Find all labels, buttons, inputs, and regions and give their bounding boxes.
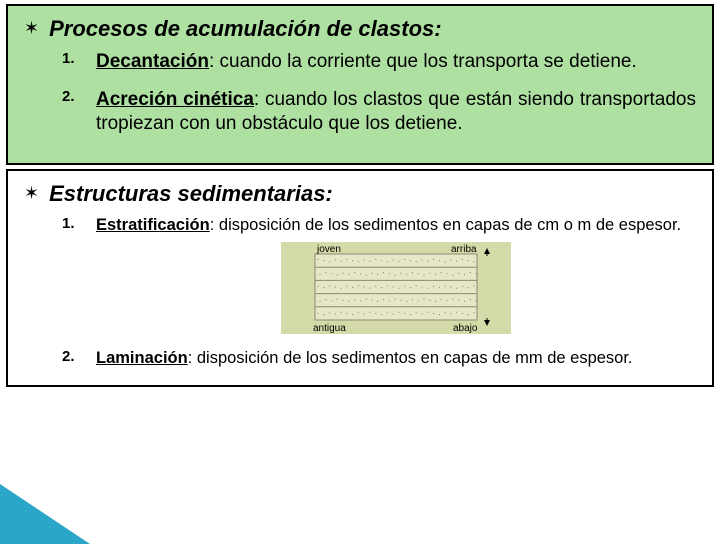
estructuras-panel: ✶ Estructuras sedimentarias: 1. Estratif… [6, 169, 714, 386]
item-text: Acreción cinética: cuando los clastos qu… [96, 88, 696, 136]
term: Laminación [96, 349, 188, 367]
list-item: 1. Decantación: cuando la corriente que … [62, 50, 696, 74]
list-item: 2. Laminación: disposición de los sedime… [62, 348, 696, 369]
definition: : disposición de los sedimentos en capas… [210, 216, 681, 234]
procesos-title: Procesos de acumulación de clastos: [49, 16, 441, 42]
term: Acreción cinética [96, 89, 254, 110]
star-icon: ✶ [24, 19, 39, 37]
procesos-heading-row: ✶ Procesos de acumulación de clastos: [24, 16, 696, 42]
estructuras-title: Estructuras sedimentarias: [49, 181, 333, 207]
item-number: 2. [62, 88, 78, 136]
definition: : disposición de los sedimentos en capas… [188, 349, 633, 367]
corner-accent-icon [0, 484, 90, 544]
svg-text:arriba: arriba [451, 244, 477, 255]
procesos-panel: ✶ Procesos de acumulación de clastos: 1.… [6, 4, 714, 165]
term: Estratificación [96, 216, 210, 234]
item-number: 2. [62, 348, 78, 369]
stratification-svg: joven arriba antigua abajo [281, 242, 511, 334]
list-item: 2. Acreción cinética: cuando los clastos… [62, 88, 696, 136]
list-item: 1. Estratificación: disposición de los s… [62, 215, 696, 334]
item-number: 1. [62, 50, 78, 74]
svg-text:joven: joven [316, 244, 341, 255]
item-text: Laminación: disposición de los sedimento… [96, 348, 696, 369]
svg-text:abajo: abajo [453, 323, 478, 334]
term: Decantación [96, 51, 209, 72]
item-number: 1. [62, 215, 78, 334]
stratification-diagram: joven arriba antigua abajo [96, 242, 696, 334]
item-text: Estratificación: disposición de los sedi… [96, 215, 696, 334]
star-icon: ✶ [24, 184, 39, 202]
estructuras-heading-row: ✶ Estructuras sedimentarias: [24, 181, 696, 207]
definition: : cuando la corriente que los transporta… [209, 51, 637, 72]
item-text: Decantación: cuando la corriente que los… [96, 50, 696, 74]
svg-text:antigua: antigua [313, 323, 346, 334]
